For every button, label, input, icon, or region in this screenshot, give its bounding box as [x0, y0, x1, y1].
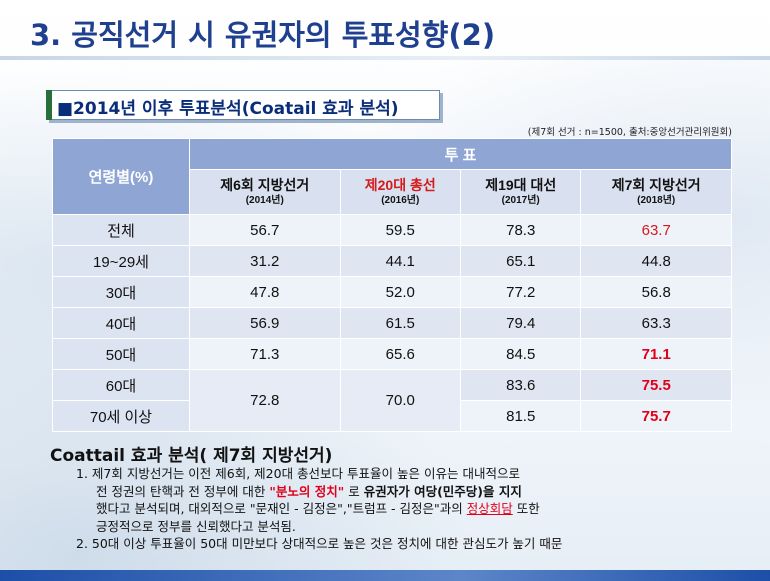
table-row: 30대 47.8 52.0 77.2 56.8	[52, 276, 732, 308]
value-cell: 63.7	[580, 214, 732, 246]
page-title: 3. 공직선거 시 유권자의 투표성향(2)	[30, 18, 496, 52]
value-cell: 56.9	[189, 307, 341, 339]
source-note: (제7회 선거 : n=1500, 출처:중앙선거관리위원회)	[527, 127, 732, 138]
column-header: 제6회 지방선거 (2014년)	[189, 169, 341, 215]
footer-bar	[0, 570, 770, 581]
column-label: 제20대 총선	[364, 177, 436, 193]
analysis-item-1-line-4: 긍정적으로 정부를 신뢰했다고 분석됨.	[96, 518, 296, 534]
age-header: 연령별(%)	[52, 138, 190, 215]
value-cell: 83.6	[459, 369, 582, 401]
value-cell: 75.5	[580, 369, 732, 401]
vote-group-header: 투 표	[189, 138, 732, 170]
value-cell: 71.3	[189, 338, 341, 370]
table-row: 60대 72.8 70.0 83.6 75.5	[52, 369, 732, 432]
analysis-item-1-line-3: 했다고 분석되며, 대외적으로 "문재인 - 김정은","트럼프 - 김정은"과…	[76, 500, 756, 518]
analysis-item-1-line-1: 1. 제7회 지방선거는 이전 제6회, 제20대 총선보다 투표율이 높은 이…	[76, 466, 520, 481]
age-cell: 전체	[52, 214, 190, 246]
age-cell: 50대	[52, 338, 190, 370]
value-cell: 61.5	[339, 307, 461, 339]
value-cell: 81.5	[459, 400, 582, 432]
section-label: ■2014년 이후 투표분석(Coatail 효과 분석)	[57, 99, 399, 119]
table-row: 50대 71.3 65.6 84.5 71.1	[52, 338, 732, 370]
highlight-bold: 유권자가 여당(민주당)을 지지	[363, 483, 522, 499]
value-cell-merged: 70.0	[339, 369, 461, 432]
value-cell: 47.8	[189, 276, 341, 308]
table-row: 19~29세 31.2 44.1 65.1 44.8	[52, 245, 732, 277]
table-row: 전체 56.7 59.5 78.3 63.7	[52, 214, 732, 246]
value-cell: 79.4	[459, 307, 582, 339]
value-cell-merged: 72.8	[189, 369, 341, 432]
column-year: (2018년)	[637, 195, 676, 206]
text-fragment: 또한	[516, 501, 540, 516]
summit-link[interactable]: 정상회담	[466, 501, 513, 516]
value-cell: 31.2	[189, 245, 341, 277]
analysis-title: Coattail 효과 분석( 제7회 지방선거)	[50, 446, 333, 466]
column-label: 제19대 대선	[485, 177, 557, 193]
text-fragment: 로	[348, 483, 360, 499]
text-fragment: 했다고 분석되며, 대외적으로 "문재인 - 김정은","트럼프 - 김정은"과…	[96, 501, 463, 516]
section-tab-marker	[46, 90, 52, 120]
value-cell: 59.5	[339, 214, 461, 246]
section-header-box: ■2014년 이후 투표분석(Coatail 효과 분석)	[46, 90, 440, 120]
age-cell: 30대	[52, 276, 190, 308]
value-cell: 71.1	[580, 338, 732, 370]
value-cell: 75.7	[580, 400, 732, 432]
value-cell: 78.3	[459, 214, 582, 246]
value-cell: 44.1	[339, 245, 461, 277]
value-cell: 65.1	[459, 245, 582, 277]
title-underline	[0, 56, 770, 60]
column-header: 제7회 지방선거 (2018년)	[580, 169, 732, 215]
age-cell: 19~29세	[52, 245, 190, 277]
value-cell: 65.6	[339, 338, 461, 370]
column-year: (2017년)	[501, 195, 540, 206]
value-cell: 52.0	[339, 276, 461, 308]
age-cell: 60대	[52, 369, 190, 401]
table-row: 40대 56.9 61.5 79.4 63.3	[52, 307, 732, 339]
column-label: 제7회 지방선거	[611, 177, 701, 193]
value-cell: 44.8	[580, 245, 732, 277]
column-header: 제20대 총선 (2016년)	[339, 169, 461, 215]
table-row: 70세 이상 81.5 75.7	[52, 400, 732, 432]
age-cell: 70세 이상	[52, 400, 190, 432]
analysis-list: 1. 제7회 지방선거는 이전 제6회, 제20대 총선보다 투표율이 높은 이…	[76, 465, 756, 553]
column-year: (2014년)	[245, 195, 284, 206]
value-cell: 63.3	[580, 307, 732, 339]
column-header: 제19대 대선 (2017년)	[459, 169, 582, 215]
value-cell: 56.7	[189, 214, 341, 246]
age-cell: 40대	[52, 307, 190, 339]
value-cell: 84.5	[459, 338, 582, 370]
analysis-item-1-line-2: 전 정권의 탄핵과 전 정부에 대한 "분노의 정치" 로 유권자가 여당(민주…	[76, 483, 756, 501]
analysis-item-2: 2. 50대 이상 투표율이 50대 미만보다 상대적으로 높은 것은 정치에 …	[76, 536, 563, 551]
value-cell: 56.8	[580, 276, 732, 308]
column-label: 제6회 지방선거	[220, 177, 310, 193]
turnout-table: 연령별(%) 투 표 제6회 지방선거 (2014년) 제20대 총선 (201…	[52, 138, 732, 432]
text-fragment: 전 정권의 탄핵과 전 정부에 대한	[96, 483, 266, 499]
column-year: (2016년)	[381, 195, 420, 206]
value-cell: 77.2	[459, 276, 582, 308]
highlight-quote: "분노의 정치"	[269, 483, 345, 499]
